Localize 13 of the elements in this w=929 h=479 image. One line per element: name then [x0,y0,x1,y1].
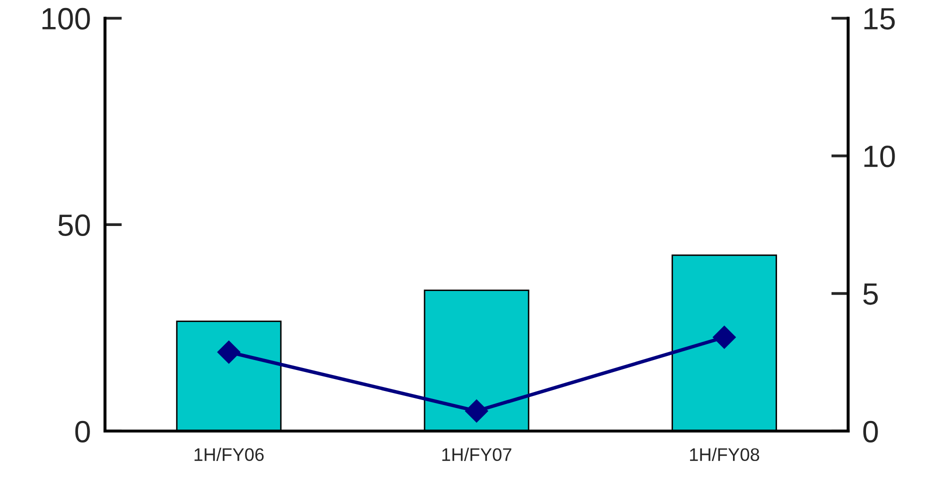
point [465,400,488,423]
y2-tick-label: 10 [864,146,895,168]
y-tick-label: 0 [75,420,90,442]
point [217,340,240,364]
x-tick-label: 1H/FY06 [194,448,264,462]
x-tick-label: 1H/FY08 [690,448,760,462]
y2-tick-label: 0 [863,420,878,442]
y2-tick-label: 5 [863,284,878,305]
y2-tick-label: 15 [864,8,895,30]
point [712,326,736,349]
y-tick-label: 50 [58,214,90,236]
y-tick-label: 100 [42,8,90,30]
x-tick-label: 1H/FY07 [442,448,512,462]
